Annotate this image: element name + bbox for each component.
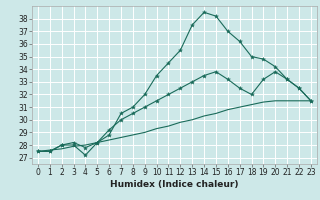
- X-axis label: Humidex (Indice chaleur): Humidex (Indice chaleur): [110, 180, 239, 189]
